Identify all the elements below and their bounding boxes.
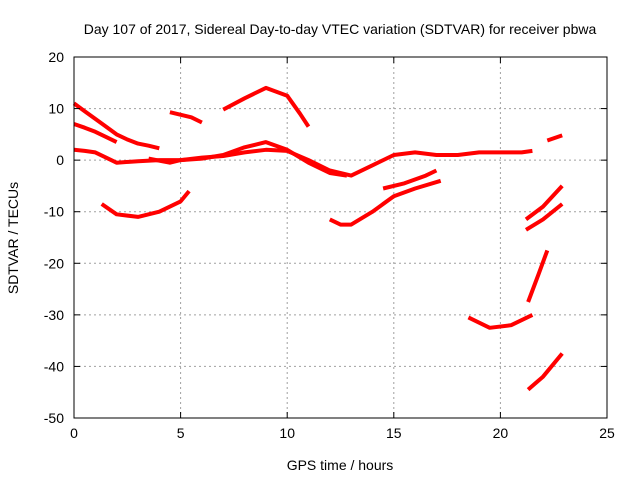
y-tick-label: -30 bbox=[44, 307, 64, 323]
series-arc-1 bbox=[72, 101, 160, 151]
y-tick-label: 20 bbox=[48, 49, 64, 65]
y-tick-label: -10 bbox=[44, 204, 64, 220]
y-tick-label: -40 bbox=[44, 358, 64, 374]
x-tick-label: 5 bbox=[177, 425, 185, 441]
series-arc-14 bbox=[546, 133, 563, 143]
x-tick-label: 0 bbox=[70, 425, 78, 441]
x-tick-label: 15 bbox=[386, 425, 402, 441]
axis-ticks: 0 5 10 15 20 25 -50 -40 -30 -20 -10 0 10 20 bbox=[44, 49, 615, 441]
series-arc-8 bbox=[328, 178, 442, 227]
y-tick-label: 0 bbox=[56, 152, 64, 168]
series-arc-3 bbox=[73, 147, 533, 178]
series-arc-15 bbox=[526, 352, 564, 392]
chart-title: Day 107 of 2017, Sidereal Day-to-day VTE… bbox=[84, 21, 597, 37]
series-arc-7 bbox=[222, 85, 311, 128]
data-series bbox=[72, 85, 564, 392]
series-arc-2 bbox=[73, 122, 118, 144]
plot-frame bbox=[73, 56, 608, 419]
y-tick-label: -20 bbox=[44, 255, 64, 271]
x-tick-label: 20 bbox=[493, 425, 509, 441]
series-arc-13 bbox=[526, 249, 550, 303]
y-axis-label: SDTVAR / TECUs bbox=[5, 182, 21, 294]
series-arc-5 bbox=[100, 189, 191, 219]
series-arc-10 bbox=[467, 313, 534, 330]
x-tick-label: 10 bbox=[279, 425, 295, 441]
y-tick-label: -50 bbox=[44, 410, 64, 426]
series-arc-12 bbox=[524, 202, 564, 232]
series-arc-11 bbox=[524, 184, 564, 221]
series-arc-9 bbox=[382, 168, 438, 191]
series-arc-4 bbox=[148, 140, 348, 178]
y-tick-label: 10 bbox=[48, 101, 64, 117]
grid bbox=[74, 57, 607, 418]
x-tick-label: 25 bbox=[599, 425, 615, 441]
series-arc-6 bbox=[169, 110, 203, 125]
x-axis-label: GPS time / hours bbox=[287, 457, 394, 473]
